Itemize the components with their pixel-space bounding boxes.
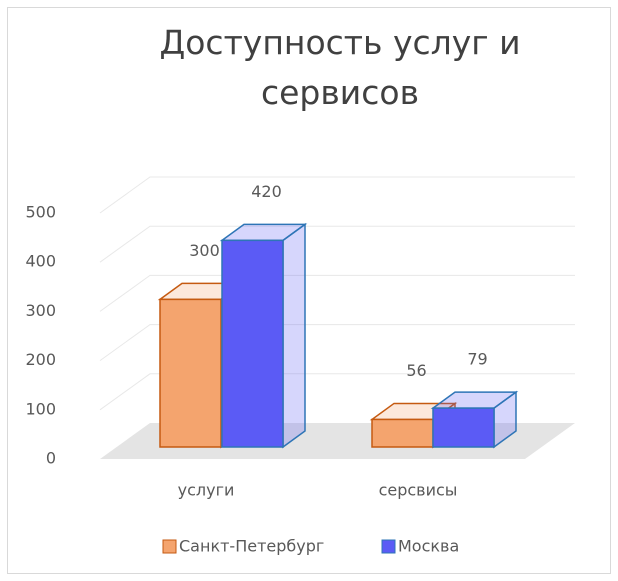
bar bbox=[371, 418, 434, 448]
y-tick-label: 400 bbox=[25, 252, 56, 271]
data-label: 56 bbox=[406, 361, 426, 380]
grid-line bbox=[99, 225, 575, 263]
data-label: 420 bbox=[251, 182, 282, 201]
bar bbox=[432, 407, 495, 448]
bar-side bbox=[282, 222, 306, 449]
grid-line bbox=[99, 373, 575, 411]
y-tick-label: 500 bbox=[25, 203, 56, 222]
legend-label: Санкт-Петербург bbox=[179, 537, 324, 556]
x-tick-label: серсвисы bbox=[379, 481, 458, 500]
y-tick-label: 300 bbox=[25, 301, 56, 320]
bar bbox=[159, 298, 222, 448]
legend-swatch bbox=[381, 539, 396, 554]
data-label: 300 bbox=[189, 241, 220, 260]
bar bbox=[221, 239, 284, 448]
grid-line bbox=[99, 274, 575, 312]
chart-border bbox=[7, 7, 611, 574]
y-tick-label: 200 bbox=[25, 350, 56, 369]
y-tick-label: 100 bbox=[25, 399, 56, 418]
legend-label: Москва bbox=[398, 537, 459, 556]
x-tick-label: услуги bbox=[178, 481, 235, 500]
chart-title: Доступность услуг и сервисов bbox=[159, 23, 521, 112]
grid-line bbox=[99, 324, 575, 362]
data-label: 79 bbox=[467, 350, 487, 369]
legend-swatch bbox=[162, 539, 177, 554]
y-tick-label: 0 bbox=[46, 449, 56, 468]
grid-line bbox=[99, 176, 575, 214]
